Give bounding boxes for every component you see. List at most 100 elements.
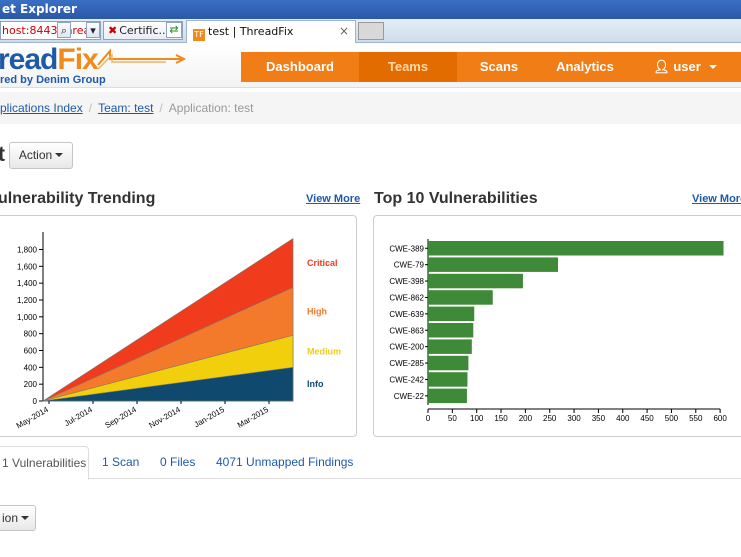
x-tick-label: Jan-2015 xyxy=(193,405,227,430)
bar xyxy=(428,355,469,371)
refresh-icon[interactable]: ⇄ xyxy=(166,22,182,38)
page-title: t xyxy=(0,143,5,166)
bar xyxy=(428,306,475,322)
top10-panel: CWE-389 CWE-79 CWE-398 CWE-862 CWE-639 CWE-86… xyxy=(373,215,741,437)
address-text: host:8443/threa xyxy=(2,24,91,37)
nav-user[interactable]: 👤︎ user xyxy=(629,52,741,82)
tab-unmapped-findings[interactable]: 4071 Unmapped Findings xyxy=(216,455,354,469)
breadcrumb-applications-index[interactable]: plications Index xyxy=(0,101,83,115)
page-tab-label: test | ThreadFix xyxy=(208,25,294,38)
nav-scans[interactable]: Scans xyxy=(479,59,519,74)
breadcrumb-application: Application: test xyxy=(168,101,254,115)
trending-title: ulnerability Trending xyxy=(0,190,156,207)
logo-fix-text: Fix xyxy=(57,43,98,76)
x-tick-label: 0 xyxy=(426,414,431,423)
y-tick-label: 800 xyxy=(24,330,38,339)
search-icon[interactable]: ⌕ xyxy=(57,22,71,38)
new-tab-button[interactable] xyxy=(358,22,384,40)
category-label: CWE-22 xyxy=(394,392,425,401)
bar xyxy=(428,388,467,404)
top10-view-more-link[interactable]: View More xyxy=(692,193,741,205)
bar xyxy=(428,339,472,354)
logo-swoosh-icon xyxy=(97,48,186,70)
y-tick-label: 600 xyxy=(24,346,38,355)
breadcrumb: plications Index / Team: test / Application:… xyxy=(0,92,741,124)
dropdown-icon[interactable]: ▾ xyxy=(86,22,100,38)
y-tick-label: 400 xyxy=(24,363,38,372)
y-tick-label: 1,800 xyxy=(17,245,38,254)
tab-vulnerabilities[interactable]: 1 Vulnerabilities xyxy=(0,446,89,480)
user-icon: 👤︎ xyxy=(653,59,674,74)
action-button-secondary-label: ion xyxy=(1,511,18,525)
browser-toolbar: host:8443/threa ⌕ ▾ ✖ Certific... ⇄ TF tes… xyxy=(0,19,741,43)
bar xyxy=(428,323,474,338)
x-tick-label: May-2014 xyxy=(15,405,51,431)
nav-user-label: user xyxy=(673,59,701,74)
category-label: CWE-862 xyxy=(389,293,424,302)
logo-main-text: read xyxy=(0,43,58,76)
logo[interactable]: readFix xyxy=(0,43,99,76)
bar xyxy=(428,257,558,272)
x-tick-label: 50 xyxy=(448,414,457,423)
threadfix-favicon: TF xyxy=(193,29,205,41)
x-tick-label: 450 xyxy=(640,414,654,423)
category-label: CWE-389 xyxy=(389,244,424,253)
nav-analytics[interactable]: Analytics xyxy=(556,59,614,74)
top10-title: Top 10 Vulnerabilities xyxy=(374,190,538,207)
category-label: CWE-79 xyxy=(394,261,425,270)
bar xyxy=(428,372,468,387)
y-tick-label: 1,600 xyxy=(17,262,38,271)
chevron-down-icon xyxy=(55,153,64,157)
chevron-down-icon xyxy=(708,65,717,69)
detail-tabs: 1 Vulnerabilities 1 Scan 0 Files 4071 Un… xyxy=(0,446,741,480)
x-tick-label: 400 xyxy=(616,414,630,423)
action-button-secondary[interactable]: ion xyxy=(0,505,36,531)
app-header: readFix red by Denim Group Dashboard Tea… xyxy=(0,44,741,88)
top10-chart: CWE-389 CWE-79 CWE-398 CWE-862 CWE-639 CWE-86… xyxy=(389,239,727,423)
page-tab[interactable]: TF test | ThreadFix × xyxy=(186,20,356,43)
trending-panel: 0 200 400 600 800 1,000 1,200 1,400 1,600 1,800 In… xyxy=(0,215,357,437)
action-button-label: Action xyxy=(18,148,53,162)
x-tick-label: 600 xyxy=(713,414,727,423)
breadcrumb-separator: / xyxy=(159,101,163,115)
legend-high: High xyxy=(307,306,327,316)
trending-chart: 0 200 400 600 800 1,000 1,200 1,400 1,600 1,800 In… xyxy=(15,232,341,431)
category-label: CWE-242 xyxy=(389,375,424,384)
x-tick-label: 350 xyxy=(592,414,606,423)
nav-dashboard[interactable]: Dashboard xyxy=(266,59,334,74)
bar xyxy=(428,241,724,256)
tagline: red by Denim Group xyxy=(0,74,106,86)
x-tick-label: 100 xyxy=(470,414,484,423)
x-tick-label: Jul-2014 xyxy=(63,405,95,428)
close-tab-icon[interactable]: × xyxy=(338,24,349,38)
bar xyxy=(428,290,493,305)
tab-files[interactable]: 0 Files xyxy=(160,455,196,469)
area-info xyxy=(42,366,294,402)
x-tick-label: 300 xyxy=(567,414,581,423)
trending-view-more-link[interactable]: View More xyxy=(306,193,361,205)
category-label: CWE-285 xyxy=(389,359,424,368)
category-label: CWE-639 xyxy=(389,310,424,319)
x-tick-label: 250 xyxy=(543,414,557,423)
x-tick-label: 500 xyxy=(665,414,679,423)
x-tick-label: 550 xyxy=(689,414,703,423)
y-tick-label: 0 xyxy=(33,397,38,406)
chevron-down-icon xyxy=(21,516,29,520)
category-label: CWE-200 xyxy=(389,343,424,352)
y-tick-label: 1,400 xyxy=(17,279,38,288)
action-button[interactable]: Action xyxy=(9,142,73,169)
y-tick-label: 200 xyxy=(24,380,38,389)
tab-scans[interactable]: 1 Scan xyxy=(102,455,140,469)
category-label: CWE-863 xyxy=(389,326,424,335)
certificate-tab-label: Certific... xyxy=(119,24,170,37)
bar xyxy=(428,273,523,289)
x-tick-label: 150 xyxy=(494,414,508,423)
certificate-tab[interactable]: ✖ Certific... xyxy=(103,21,183,40)
nav-teams[interactable]: Teams xyxy=(359,52,457,82)
breadcrumb-separator: / xyxy=(88,101,93,115)
x-tick-label: Mar-2015 xyxy=(236,405,271,430)
window-title: et Explorer xyxy=(0,0,741,19)
x-tick-label: Nov-2014 xyxy=(147,405,182,430)
breadcrumb-team[interactable]: Team: test xyxy=(98,101,154,115)
legend-info: Info xyxy=(307,379,324,389)
